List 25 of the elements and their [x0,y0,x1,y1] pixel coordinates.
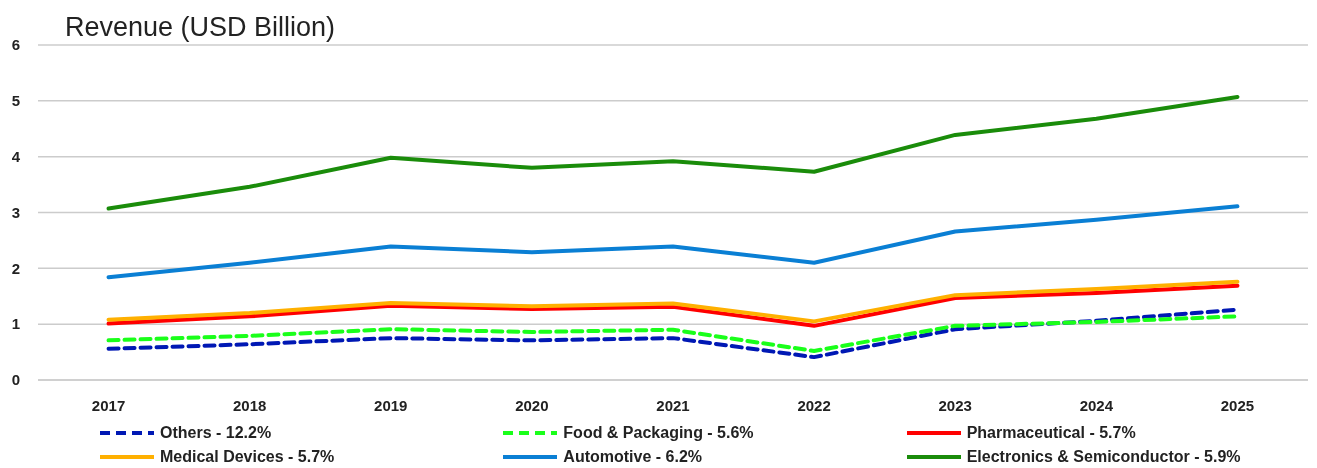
legend-label: Electronics & Semiconductor - 5.9% [966,448,1241,466]
x-tick-label: 2024 [1079,396,1114,414]
x-tick-label: 2021 [656,396,690,414]
x-tick-label: 2017 [91,396,126,414]
legend-label: Others - 12.2% [160,424,272,442]
legend-label: Food & Packaging - 5.6% [563,424,754,442]
y-tick-label: 5 [11,92,20,110]
legend-label: Medical Devices - 5.7% [160,448,335,466]
line-series [106,204,1240,280]
y-tick-label: 0 [11,371,20,389]
x-tick-label: 2018 [232,396,267,414]
y-tick-label: 3 [11,203,20,221]
legend-label: Pharmaceutical - 5.7% [966,424,1136,442]
y-tick-label: 1 [11,315,20,333]
y-tick-label: 2 [11,259,20,277]
y-tick-label: 6 [11,36,20,54]
line-series [106,94,1240,211]
x-tick-label: 2020 [515,396,549,414]
x-tick-label: 2022 [797,396,831,414]
x-tick-label: 2019 [374,396,408,414]
x-tick-label: 2025 [1220,396,1255,414]
x-tick-label: 2023 [938,396,972,414]
legend-label: Automotive - 6.2% [563,448,703,466]
y-tick-label: 4 [11,147,21,165]
chart-title: Revenue (USD Billion) [65,12,336,43]
